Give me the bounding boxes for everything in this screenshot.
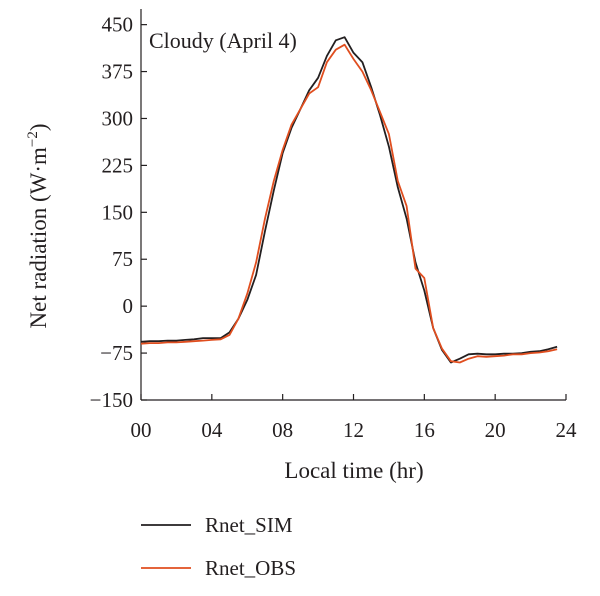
x-tick-label: 12 — [343, 418, 364, 442]
x-tick-label: 00 — [131, 418, 152, 442]
y-tick-label: 0 — [123, 294, 134, 318]
y-tick-label: 300 — [102, 106, 134, 130]
legend: Rnet_SIM Rnet_OBS — [141, 513, 296, 580]
labels-layer: Cloudy (April 4) Local time (hr) Net rad… — [25, 28, 424, 483]
y-axis-label: Net radiation (W·m−2) — [25, 123, 51, 328]
x-tick-label: 16 — [414, 418, 435, 442]
y-axis-label-exponent: −2 — [25, 131, 41, 147]
y-tick-label: −75 — [100, 341, 133, 365]
legend-label: Rnet_SIM — [205, 513, 293, 537]
y-tick-label: 75 — [112, 247, 133, 271]
series-line-rnet-obs — [140, 43, 558, 364]
y-tick-label: 450 — [102, 13, 134, 37]
y-tick-label: 375 — [102, 60, 134, 84]
legend-label: Rnet_OBS — [205, 556, 296, 580]
x-tick-label: 08 — [272, 418, 293, 442]
chart-annotation: Cloudy (April 4) — [149, 28, 297, 53]
x-tick-label: 24 — [556, 418, 578, 442]
axes-layer: −150 −75 0 75 150 225 300 375 450 00 04 08 12 16 20 24 — [90, 9, 577, 442]
x-tick-label: 20 — [485, 418, 506, 442]
x-axis-label: Local time (hr) — [284, 458, 423, 483]
series-layer — [140, 36, 558, 364]
y-tick-label: −150 — [90, 388, 133, 412]
series-line-rnet-sim — [140, 36, 558, 364]
y-axis-label-close: ) — [26, 123, 51, 131]
y-axis-label-main: Net radiation (W·m — [26, 147, 51, 328]
x-tick-label: 04 — [201, 418, 223, 442]
y-tick-label: 150 — [102, 200, 134, 224]
y-tick-label: 225 — [102, 153, 134, 177]
